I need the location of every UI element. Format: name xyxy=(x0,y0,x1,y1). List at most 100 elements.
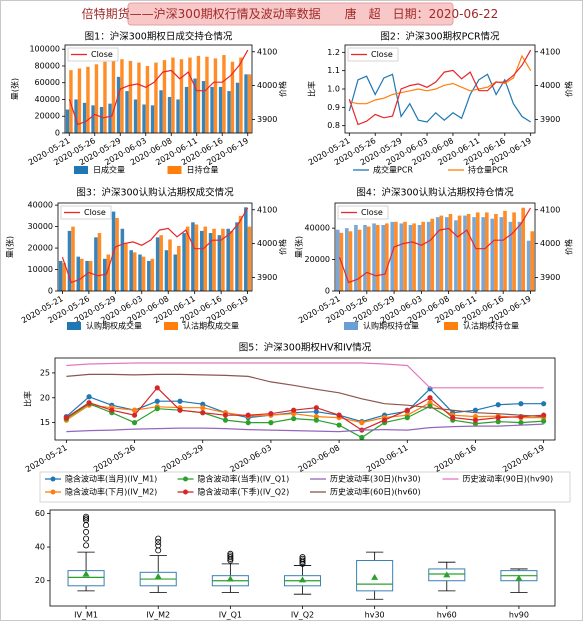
point xyxy=(336,412,342,418)
line xyxy=(66,402,544,424)
bar xyxy=(213,58,218,133)
point xyxy=(313,405,319,411)
bar xyxy=(210,86,214,133)
bar xyxy=(235,82,240,133)
y-tick-label: 1.1 xyxy=(327,66,340,75)
point xyxy=(131,420,138,426)
bar xyxy=(108,103,112,133)
line xyxy=(66,362,544,389)
bar xyxy=(150,258,155,291)
bar xyxy=(71,226,75,291)
bar xyxy=(103,61,107,134)
bar xyxy=(67,230,72,291)
bar xyxy=(80,258,84,291)
legend-marker xyxy=(50,489,56,495)
plot-frame xyxy=(64,44,253,134)
x-tick-label: IV_M2 xyxy=(146,611,170,620)
bar xyxy=(171,57,175,134)
bar xyxy=(106,254,111,291)
bar xyxy=(159,90,163,133)
y-tick-label: 40000 xyxy=(28,201,53,210)
y-axis-label: 比率 xyxy=(307,81,317,97)
bar xyxy=(439,215,444,291)
bar xyxy=(85,260,89,291)
bar xyxy=(503,210,507,291)
bar xyxy=(94,237,98,291)
plot-frame xyxy=(54,357,556,441)
flier xyxy=(299,554,306,561)
bar xyxy=(179,59,184,133)
bar xyxy=(129,250,133,291)
bar xyxy=(212,228,216,291)
y2-tick-label: 4000 xyxy=(257,239,277,248)
bar xyxy=(229,230,234,291)
flier xyxy=(155,539,162,546)
y-tick-label: 10000 xyxy=(28,265,53,274)
bar xyxy=(226,228,230,291)
legend-label: 持仓量PCR xyxy=(468,165,508,175)
point xyxy=(109,407,115,413)
legend-label: 认沽期权持仓量 xyxy=(463,321,519,331)
line xyxy=(348,49,532,126)
y2-tick-label: 3900 xyxy=(257,115,277,124)
line xyxy=(68,49,249,126)
bar xyxy=(201,81,206,133)
bar xyxy=(222,55,226,133)
bar xyxy=(399,223,404,291)
bar xyxy=(354,225,358,291)
y2-axis-label: 价格 xyxy=(564,239,574,255)
x-tick-label: hv30 xyxy=(365,611,385,620)
bar xyxy=(128,60,133,133)
legend-label: 隐含波动率(当月)(IV_M1) xyxy=(65,474,157,484)
y-axis-label: 比率 xyxy=(23,391,33,407)
x-tick-label: IV_M1 xyxy=(74,611,98,620)
point xyxy=(495,415,501,421)
legend-box xyxy=(347,47,399,62)
bar xyxy=(86,66,90,133)
flier xyxy=(83,515,90,522)
point xyxy=(495,419,501,425)
y2-tick-label: 4100 xyxy=(257,47,277,56)
bar xyxy=(221,228,225,291)
point xyxy=(359,434,365,441)
point xyxy=(154,406,160,412)
bar xyxy=(111,60,116,133)
bar xyxy=(463,215,467,291)
bar xyxy=(193,78,197,133)
bar xyxy=(116,76,121,133)
legend-label: 认沽期权成交量 xyxy=(183,321,239,331)
legend-label: 日持仓量 xyxy=(187,165,219,175)
y2-tick-label: 4000 xyxy=(257,81,277,90)
bar xyxy=(217,235,222,291)
bar xyxy=(65,109,70,133)
bar xyxy=(435,217,440,291)
bar xyxy=(494,214,498,291)
y2-tick-label: 4000 xyxy=(540,239,560,248)
bar xyxy=(466,214,471,291)
y-tick-label: 20000 xyxy=(35,112,60,121)
y-tick-label: 30000 xyxy=(28,222,53,231)
legend-label: Close xyxy=(84,208,106,217)
legend-patch xyxy=(167,166,182,174)
bar xyxy=(235,222,239,291)
bar xyxy=(363,225,367,291)
point xyxy=(450,415,456,421)
flier xyxy=(83,517,90,524)
bar xyxy=(517,221,522,291)
legend-label: 成交量PCR xyxy=(373,165,413,175)
bar xyxy=(247,226,252,291)
bar xyxy=(147,260,151,291)
bar xyxy=(142,104,146,133)
bar xyxy=(115,218,119,291)
legend-box xyxy=(39,471,571,503)
bar xyxy=(132,252,137,291)
point xyxy=(245,420,251,426)
flier xyxy=(227,550,234,557)
bar xyxy=(430,218,435,291)
chart-title: 图3：沪深300认购认沽期权成交情况 xyxy=(76,187,234,199)
bar xyxy=(205,56,209,133)
box xyxy=(428,568,466,582)
bar xyxy=(448,214,453,291)
line xyxy=(66,423,544,433)
legend-label: Close xyxy=(371,50,393,59)
